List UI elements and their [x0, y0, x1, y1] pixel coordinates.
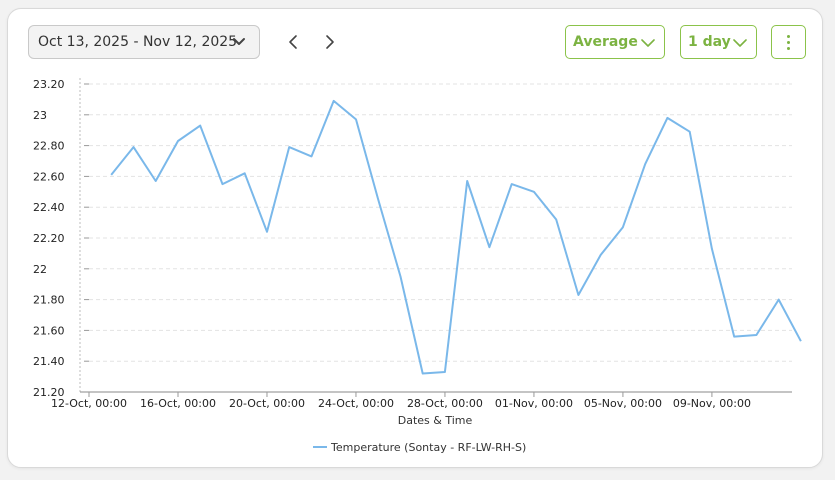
data-points [109, 98, 804, 376]
data-point [465, 179, 470, 184]
data-point [776, 297, 781, 302]
data-point [420, 371, 425, 376]
data-point [398, 274, 403, 279]
y-tick-label: 22.40 [33, 201, 65, 214]
x-tick-label: 20-Oct, 00:00 [229, 397, 305, 410]
data-point [309, 154, 314, 159]
chevron-down-icon [733, 39, 747, 47]
next-period-icon[interactable] [319, 32, 339, 52]
x-tick-label: 12-Oct, 00:00 [51, 397, 127, 410]
grid-lines [89, 83, 792, 362]
data-point [376, 197, 381, 202]
legend-label: Temperature (Sontay - RF-LW-RH-S) [330, 441, 526, 454]
aggregation-label: Average [573, 34, 638, 50]
x-axis: 12-Oct, 00:00 16-Oct, 00:00 20-Oct, 00:00 2… [51, 391, 792, 410]
data-point [331, 98, 336, 103]
y-axis: 23.20 23 22.80 22.60 22.40 22.20 22 21.80 21.60 2… [33, 78, 89, 399]
chart-toolbar: Oct 13, 2025 - Nov 12, 2025 Average 1 da… [28, 25, 806, 61]
chevron-down-icon [233, 38, 245, 45]
data-point [153, 179, 158, 184]
x-tick-label: 24-Oct, 00:00 [318, 397, 394, 410]
y-tick-label: 22.80 [33, 140, 65, 153]
data-point [576, 292, 581, 297]
kebab-dot-icon [787, 35, 790, 38]
date-range-picker[interactable]: Oct 13, 2025 - Nov 12, 2025 [28, 25, 260, 59]
data-point [175, 138, 180, 143]
data-point [732, 334, 737, 339]
data-point [353, 117, 358, 122]
data-point [198, 123, 203, 128]
x-tick-label: 01-Nov, 00:00 [495, 397, 573, 410]
y-tick-label: 21.60 [33, 324, 65, 337]
y-tick-label: 22.60 [33, 170, 65, 183]
x-tick-label: 16-Oct, 00:00 [140, 397, 216, 410]
y-tick-label: 23 [33, 109, 47, 122]
data-point [531, 189, 536, 194]
y-tick-label: 21.40 [33, 355, 65, 368]
data-point [442, 369, 447, 374]
x-axis-title: Dates & Time [398, 414, 473, 427]
data-point [754, 333, 759, 338]
data-point [242, 171, 247, 176]
series-line-temperature [110, 99, 802, 375]
y-tick-label: 21.80 [33, 294, 65, 307]
data-point [687, 129, 692, 134]
data-point [109, 172, 114, 177]
date-range-label: Oct 13, 2025 - Nov 12, 2025 [38, 34, 238, 50]
x-tick-label: 05-Nov, 00:00 [584, 397, 662, 410]
kebab-dot-icon [787, 47, 790, 50]
data-point [665, 115, 670, 120]
interval-label: 1 day [688, 34, 731, 50]
data-point [131, 145, 136, 150]
data-point [598, 252, 603, 257]
aggregation-dropdown[interactable]: Average [565, 25, 665, 59]
data-point [620, 225, 625, 230]
previous-period-icon[interactable] [284, 32, 304, 52]
data-point [287, 145, 292, 150]
data-point [487, 245, 492, 250]
x-tick-label: 28-Oct, 00:00 [407, 397, 483, 410]
data-point [264, 229, 269, 234]
data-point [554, 217, 559, 222]
chevron-down-icon [641, 39, 655, 47]
more-options-button[interactable] [771, 25, 806, 59]
data-point [643, 162, 648, 167]
interval-dropdown[interactable]: 1 day [680, 25, 757, 59]
data-point [798, 339, 803, 344]
data-point [509, 182, 514, 187]
data-point [709, 246, 714, 251]
x-tick-label: 09-Nov, 00:00 [673, 397, 751, 410]
y-tick-label: 23.20 [33, 78, 65, 91]
y-tick-label: 22 [33, 263, 47, 276]
y-tick-label: 21.20 [33, 386, 65, 399]
data-point [220, 182, 225, 187]
y-tick-label: 22.20 [33, 232, 65, 245]
legend[interactable]: Temperature (Sontay - RF-LW-RH-S) [313, 441, 526, 454]
kebab-dot-icon [787, 41, 790, 44]
